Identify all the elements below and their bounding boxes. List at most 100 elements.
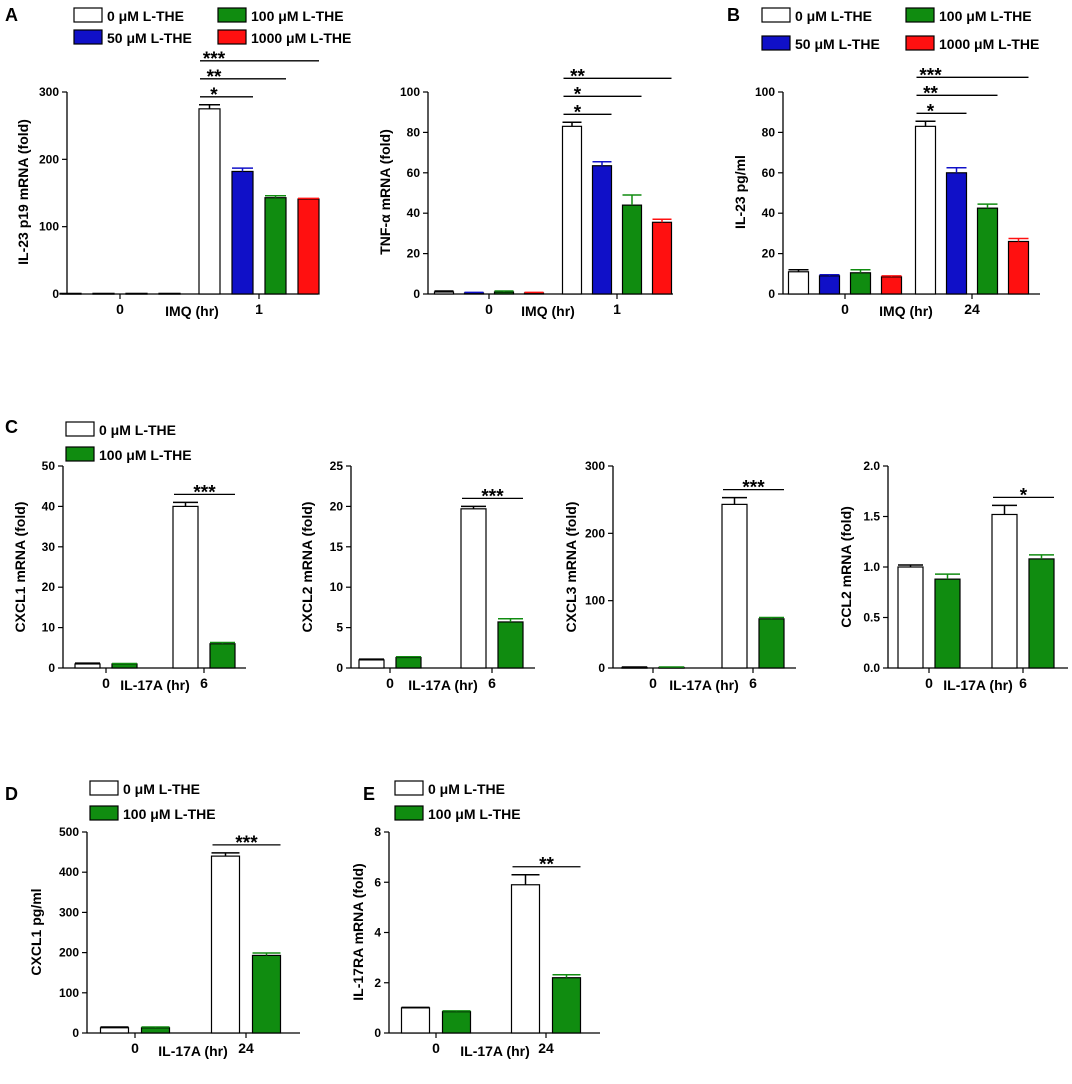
y-tick-label-A1-1: 100 [39,220,59,234]
bar-C4-s1-c1 [1028,558,1055,669]
y-tick-label-C2-1: 5 [336,621,343,635]
x-tick-label-C3-1: 6 [749,675,757,691]
x-tick-label-A2-0: 0 [485,301,493,317]
bar-A1-s0-c0 [59,292,82,295]
bar-A2-s1-c0 [463,292,485,295]
bar-C2-s0-c0 [358,659,385,669]
y-tick-label-C2-0: 0 [336,661,343,675]
legend-swatch-A-3 [217,29,247,45]
sig-label-C2-0: *** [481,486,504,507]
bar-D1-s0-c0 [99,1027,130,1034]
legend-label-B-3: 1000 μM L-THE [939,36,1039,52]
legend-C: 0 μM L-THE 100 μM L-THE [65,421,192,463]
y-tick-label-A2-3: 60 [407,166,421,180]
legend-swatch-A-1 [73,29,103,45]
legend-label-B-2: 100 μM L-THE [939,8,1032,24]
y-tick-label-B1-5: 100 [755,85,775,99]
chart-C1: 0 10 20 30 40 50 0 6 IL-17A (hr) CXCL1 mRNA (fold… [12,459,246,693]
sig-label-C4-0: * [1020,485,1028,506]
bar-E1-s0-c1 [510,884,541,1034]
bar-A1-s3-c1 [297,198,320,295]
x-tick-label-B1-1: 24 [964,301,980,317]
x-axis-label-C1: IL-17A (hr) [120,677,189,693]
bar-C1-s0-c0 [74,663,101,669]
y-tick-label-C1-0: 0 [48,661,55,675]
y-tick-label-C1-5: 50 [42,459,56,473]
bar-B1-s3-c0 [880,276,903,295]
legend-swatch-E-1 [394,805,424,821]
y-tick-label-C3-1: 100 [585,594,605,608]
bar-A1-s1-c1 [231,170,254,295]
legend-swatch-B-3 [905,35,935,51]
x-tick-label-A1-0: 0 [116,301,124,317]
y-tick-label-E1-1: 2 [374,976,381,990]
bar-A2-s1-c1 [591,165,613,295]
bar-C4-s1-c0 [934,578,961,669]
bar-C4-s0-c0 [897,566,924,669]
sig-label-C3-0: *** [742,478,765,499]
x-tick-label-C4-0: 0 [925,675,933,691]
bar-A1-s0-c1 [198,108,221,295]
chart-A2: 0 20 40 60 80 100 0 1 IMQ (hr) TNF-α mRNA (fold) *… [377,66,673,319]
y-axis-label-C2: CXCL2 mRNA (fold) [299,502,315,633]
sig-label-A2-0: * [574,102,582,123]
legend-label-A-2: 100 μM L-THE [251,8,344,24]
bar-B1-s0-c0 [787,271,810,295]
chart-C2: 0 5 10 15 20 25 0 6 IL-17A (hr) CXCL2 mRNA (fold)… [299,459,535,693]
y-tick-label-D1-4: 400 [59,865,79,879]
y-tick-label-C2-5: 25 [330,459,344,473]
x-tick-label-E1-1: 24 [538,1040,554,1056]
bar-C2-s0-c1 [460,508,487,669]
bar-A2-s0-c0 [433,291,455,295]
y-tick-label-E1-3: 6 [374,875,381,889]
x-tick-label-C1-1: 6 [200,675,208,691]
bar-A2-s0-c1 [561,125,583,295]
legend-D: 0 μM L-THE 100 μM L-THE [89,780,216,822]
x-axis-label-C3: IL-17A (hr) [669,677,738,693]
legend-label-A-1: 50 μM L-THE [107,30,192,46]
legend-label-E-0: 0 μM L-THE [428,781,505,797]
y-tick-label-D1-2: 200 [59,946,79,960]
sig-label-B1-2: *** [919,65,942,86]
panel-letter-D: D [5,784,18,804]
y-tick-label-C2-2: 10 [330,580,344,594]
y-tick-label-D1-5: 500 [59,825,79,839]
y-tick-label-C3-3: 300 [585,459,605,473]
y-tick-label-D1-3: 300 [59,905,79,919]
bar-D1-s1-c1 [251,954,282,1034]
panel-letter-C: C [5,417,18,437]
bar-C2-s1-c0 [395,656,422,669]
legend-swatch-B-2 [905,7,935,23]
y-tick-label-A1-3: 300 [39,85,59,99]
legend-swatch-E-0 [394,780,424,796]
x-axis-label-C4: IL-17A (hr) [943,677,1012,693]
bar-C4-s0-c1 [991,513,1018,669]
x-tick-label-A2-1: 1 [613,301,621,317]
x-axis-label-D1: IL-17A (hr) [158,1043,227,1059]
bar-C3-s1-c1 [758,618,785,669]
bar-C2-s1-c1 [497,621,524,669]
y-tick-label-A2-5: 100 [400,85,420,99]
panel-letter-E: E [363,784,375,804]
y-tick-label-B1-0: 0 [768,287,775,301]
y-tick-label-C1-2: 20 [42,580,56,594]
sig-label-A1-1: ** [207,67,222,88]
legend-label-A-0: 0 μM L-THE [107,8,184,24]
y-axis-label-E1: IL-17RA mRNA (fold) [350,863,366,1000]
chart-A1: 0 100 200 300 0 1 IMQ (hr) IL-23 p19 mRNA (fold… [15,49,320,319]
sig-label-C1-0: *** [193,482,216,503]
legend-swatch-A-0 [73,7,103,23]
y-axis-label-D1: CXCL1 pg/ml [28,888,44,975]
y-tick-label-E1-0: 0 [374,1026,381,1040]
bar-A1-s2-c1 [264,197,287,295]
legend-label-D-0: 0 μM L-THE [123,781,200,797]
x-tick-label-D1-1: 24 [238,1040,254,1056]
x-tick-label-C4-1: 6 [1019,675,1027,691]
x-axis-label-C2: IL-17A (hr) [408,677,477,693]
bar-C3-s0-c1 [721,503,748,669]
panel-letter-B: B [727,5,740,25]
y-tick-label-C2-4: 20 [330,499,344,513]
bar-D1-s1-c0 [140,1027,171,1034]
